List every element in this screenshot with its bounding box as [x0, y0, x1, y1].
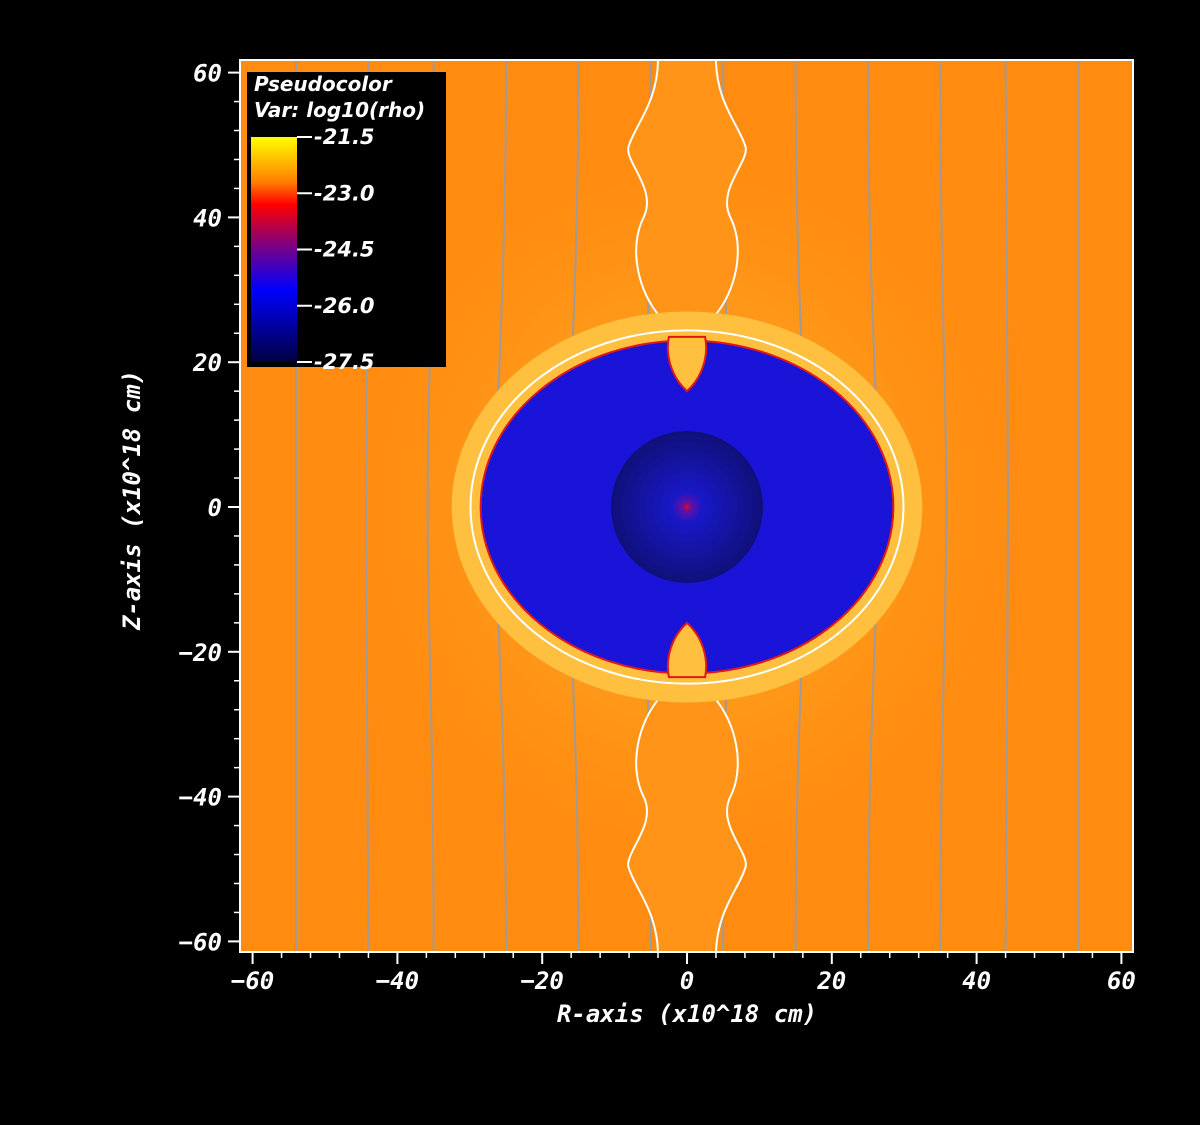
x-axis-label: R-axis (x10^18 cm): [557, 1000, 817, 1028]
colorbar: [251, 137, 297, 362]
x-tick-label: −20: [521, 967, 564, 995]
colorbar-tick-label: -27.5: [314, 350, 375, 374]
upper-jet: [627, 60, 747, 320]
y-tick-label: 20: [192, 349, 222, 377]
y-axis-label: Z-axis (x10^18 cm): [118, 370, 146, 631]
z-axis: 60 40 20 0 −20 −40 −60: [179, 60, 240, 956]
colorbar-tick-label: -23.0: [314, 181, 375, 205]
y-tick-label: 0: [208, 494, 222, 522]
colorbar-legend: Pseudocolor Var: log10(rho) -21.5-23.0-2…: [247, 72, 446, 374]
bubble-group: [451, 311, 923, 703]
colorbar-tick-label: -21.5: [314, 125, 375, 149]
r-axis: −60 −40 −20 0 20 40 60: [231, 952, 1136, 995]
y-tick-label: 40: [193, 204, 222, 232]
legend-variable: Var: log10(rho): [254, 98, 425, 122]
field-line: [939, 60, 948, 952]
x-tick-label: −60: [231, 967, 274, 995]
colorbar-tick-label: -26.0: [314, 294, 375, 318]
field-line: [1004, 60, 1009, 952]
central-source: [610, 430, 764, 584]
polar-jets: [627, 60, 747, 952]
lower-notch: [666, 621, 708, 679]
y-tick-label: −40: [179, 784, 222, 812]
y-tick-label: 60: [193, 60, 222, 88]
x-tick-label: 0: [680, 967, 694, 995]
x-tick-label: 40: [962, 967, 991, 995]
colorbar-ticks: -21.5 -23.0 -24.5 -26.0 -27.5: [297, 125, 375, 374]
shell-contour: [469, 329, 905, 685]
upper-notch: [666, 335, 708, 393]
legend-plot-type: Pseudocolor: [254, 72, 393, 96]
x-tick-label: 60: [1107, 967, 1136, 995]
y-tick-label: −60: [179, 928, 222, 956]
x-tick-label: 20: [816, 967, 846, 995]
lower-jet: [627, 694, 747, 952]
colorbar-tick-label: -24.5: [314, 238, 375, 262]
x-tick-label: −40: [376, 967, 419, 995]
plot-area: [240, 60, 1133, 952]
y-tick-label: −20: [179, 639, 222, 667]
